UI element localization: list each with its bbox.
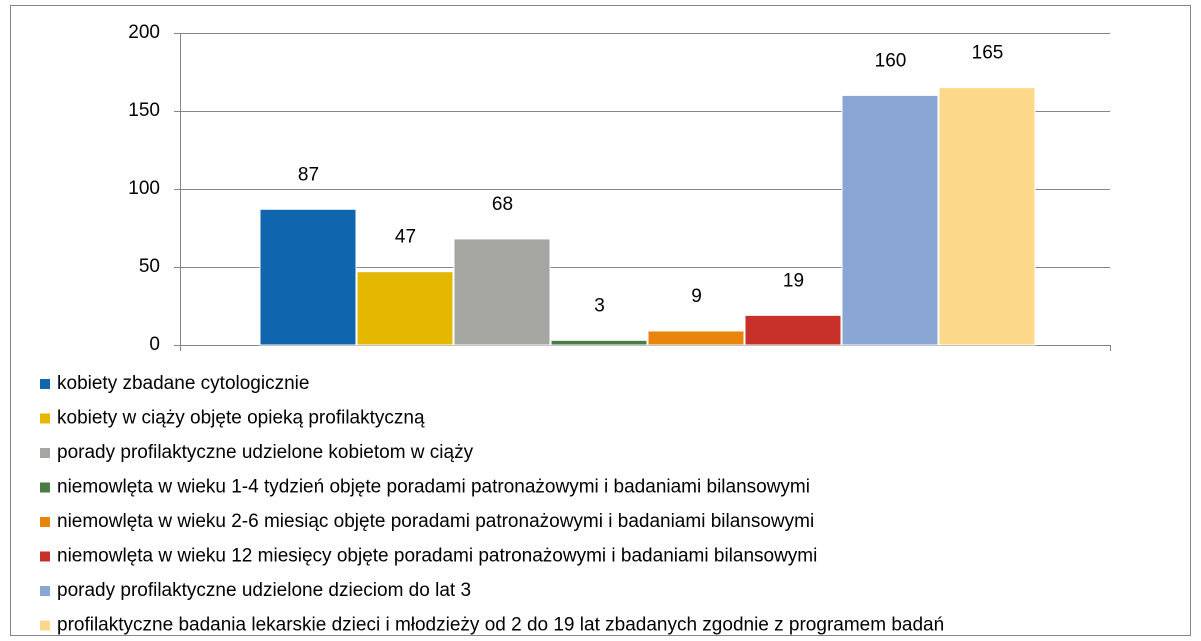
legend-swatch xyxy=(40,620,50,631)
bar xyxy=(647,330,745,346)
legend-swatch xyxy=(40,586,50,596)
legend-swatch xyxy=(40,482,50,493)
bar xyxy=(453,238,551,346)
y-tick-label: 150 xyxy=(128,100,160,121)
bar xyxy=(356,271,454,346)
y-tick-label: 0 xyxy=(149,334,160,355)
data-label: 68 xyxy=(492,194,513,215)
legend-swatch xyxy=(40,448,50,458)
legend-label: porady profilaktyczne udzielone kobietom… xyxy=(57,442,474,463)
bar xyxy=(744,314,842,346)
bar xyxy=(259,208,357,346)
bar xyxy=(841,94,939,346)
legend-label: profilaktyczne badania lekarskie dzieci … xyxy=(57,615,944,636)
legend-label: kobiety w ciąży objęte opieką profilakty… xyxy=(57,408,425,429)
legend-label: porady profilaktyczne udzielone dzieciom… xyxy=(57,580,471,601)
legend-swatch xyxy=(40,517,50,527)
y-tick-label: 100 xyxy=(128,178,160,199)
legend-swatch xyxy=(40,379,50,389)
data-label: 19 xyxy=(783,270,804,291)
data-label: 9 xyxy=(691,286,702,307)
data-label: 87 xyxy=(298,164,319,185)
bar xyxy=(550,339,648,346)
data-label: 160 xyxy=(875,50,907,71)
data-label: 165 xyxy=(972,43,1004,64)
legend-label: niemowlęta w wieku 2-6 miesiąc objęte po… xyxy=(57,511,814,532)
legend-swatch xyxy=(40,413,50,424)
data-label: 3 xyxy=(594,295,605,316)
y-tick-label: 200 xyxy=(128,22,160,43)
legend-label: kobiety zbadane cytologicznie xyxy=(57,373,309,394)
legend-label: niemowlęta w wieku 12 miesięcy objęte po… xyxy=(57,546,817,567)
bar xyxy=(938,87,1036,346)
legend-swatch xyxy=(40,551,50,562)
legend-label: niemowlęta w wieku 1-4 tydzień objęte po… xyxy=(57,477,810,498)
data-label: 47 xyxy=(395,227,416,248)
y-tick-label: 50 xyxy=(139,256,160,277)
